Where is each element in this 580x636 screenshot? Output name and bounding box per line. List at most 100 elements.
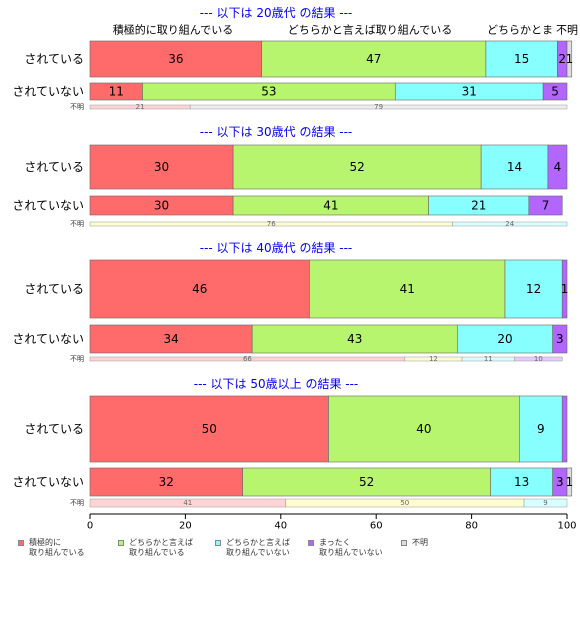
stacked-bar-chart: 積極的に取り組んでいる どちらかと言えば取り組んでいる どちらかとま 不明 --- 以下…	[12, 6, 578, 532]
bar-segment-0-0-4	[566, 40, 573, 78]
legend-swatch-1	[118, 540, 124, 546]
bar-segment-3-0-0	[89, 395, 329, 463]
value-label-1-0-0: 30	[154, 160, 169, 174]
value-label-2-0-3: 1	[561, 282, 569, 296]
bar-segment-3-1-4	[566, 467, 573, 497]
unknown-value-1-2: 24	[505, 220, 514, 228]
value-label-3-1-3: 3	[556, 475, 564, 489]
unknown-value-0-0: 21	[136, 103, 145, 111]
value-label-2-1-1: 43	[347, 332, 362, 346]
bar-segment-2-0-0	[89, 259, 310, 319]
x-tick-label-5: 100	[557, 521, 576, 532]
value-label-0-1-3: 5	[551, 85, 559, 99]
panel-title-0: --- 以下は 20歳代 の結果 ---	[200, 6, 353, 20]
bar-label-3-1: されていない	[12, 475, 84, 489]
bar-segment-1-0-0	[89, 144, 234, 190]
bar-segment-3-1-0	[89, 467, 243, 497]
legend-swatch-3	[308, 540, 314, 546]
value-label-3-0-2: 9	[537, 422, 545, 436]
bar-label-0-1: されていない	[12, 85, 84, 99]
legend-swatch-0	[18, 540, 24, 546]
value-label-2-0-1: 41	[400, 282, 415, 296]
value-label-0-1-1: 53	[261, 85, 276, 99]
unknown-label-2: 不明	[70, 355, 84, 363]
unknown-value-2-3: 10	[534, 355, 543, 363]
legend-swatch-2	[215, 540, 221, 546]
legend-item-4: 不明	[401, 538, 428, 548]
value-label-0-0-1: 47	[366, 52, 381, 66]
legend-label-3: まったく 取り組んでいない	[319, 538, 383, 557]
bar-segment-3-1-2	[490, 467, 553, 497]
value-label-2-1-0: 34	[163, 332, 178, 346]
bar-segment-1-1-3	[528, 195, 563, 216]
bar-segment-1-0-2	[480, 144, 549, 190]
panel-title-1: --- 以下は 30歳代 の結果 ---	[200, 125, 353, 139]
unknown-label-1: 不明	[70, 220, 84, 228]
value-label-1-1-0: 30	[154, 199, 169, 213]
bar-label-0-0: されている	[24, 52, 84, 66]
x-tick-label-3: 60	[370, 521, 383, 532]
x-tick-label-0: 0	[87, 521, 93, 532]
unknown-value-2-1: 12	[429, 355, 438, 363]
value-label-3-1-4: 1	[566, 475, 574, 489]
value-label-2-0-0: 46	[192, 282, 207, 296]
value-label-1-1-1: 41	[323, 199, 338, 213]
value-label-1-0-3: 4	[554, 160, 562, 174]
unknown-label-3: 不明	[70, 499, 84, 507]
value-label-0-1-0: 11	[109, 85, 124, 99]
unknown-value-1-1: 76	[267, 220, 276, 228]
bar-segment-3-0-1	[328, 395, 520, 463]
unknown-segment-3-2	[523, 498, 568, 508]
legend-item-2: どちらかと言えば 取り組んでいない	[215, 538, 290, 558]
value-label-3-1-1: 52	[359, 475, 374, 489]
bar-segment-0-0-2	[485, 40, 558, 78]
value-label-0-0-2: 15	[514, 52, 529, 66]
bar-label-3-0: されている	[24, 422, 84, 436]
unknown-value-0-4: 79	[374, 103, 383, 111]
top-label-3: 不明	[556, 24, 578, 37]
bar-segment-0-0-0	[89, 40, 263, 78]
panel-title-3: --- 以下は 50歳以上 の結果 ---	[194, 377, 359, 391]
value-label-0-0-0: 36	[168, 52, 183, 66]
value-label-1-1-2: 21	[471, 199, 486, 213]
bar-segment-2-0-3	[561, 259, 568, 319]
value-label-2-0-2: 12	[526, 282, 541, 296]
bar-segment-2-0-2	[504, 259, 563, 319]
legend-label-1: どちらかと言えば 取り組んでいる	[129, 538, 193, 557]
value-label-3-1-0: 32	[159, 475, 174, 489]
legend-label-0: 積極的に 取り組んでいる	[29, 538, 85, 557]
value-label-0-1-2: 31	[462, 85, 477, 99]
top-label-0: 積極的に取り組んでいる	[113, 23, 233, 37]
bar-segment-2-1-2	[456, 324, 553, 354]
value-label-1-0-2: 14	[507, 160, 522, 174]
unknown-value-3-1: 50	[400, 499, 409, 507]
value-label-1-1-3: 7	[542, 199, 550, 213]
bar-segment-0-1-3	[542, 82, 568, 101]
bar-label-1-0: されている	[24, 160, 84, 174]
unknown-value-3-2: 9	[543, 499, 547, 507]
legend-item-1: どちらかと言えば 取り組んでいる	[118, 538, 193, 558]
value-label-3-1-2: 13	[514, 475, 529, 489]
legend-label-2: どちらかと言えば 取り組んでいない	[226, 538, 290, 557]
legend-item-3: まったく 取り組んでいない	[308, 538, 383, 558]
unknown-label-0: 不明	[70, 103, 84, 111]
bar-segment-3-0-3	[561, 395, 568, 463]
unknown-value-2-0: 66	[243, 355, 252, 363]
bar-segment-0-0-1	[261, 40, 487, 78]
bar-segment-2-1-0	[89, 324, 253, 354]
x-tick-label-1: 20	[179, 521, 192, 532]
bar-segment-1-0-3	[547, 144, 568, 190]
value-label-2-1-3: 3	[556, 332, 564, 346]
legend: 積極的に 取り組んでいる どちらかと言えば 取り組んでいる どちらかと言えば 取…	[18, 538, 578, 578]
panel-title-2: --- 以下は 40歳代 の結果 ---	[200, 241, 353, 255]
legend-label-4: 不明	[412, 538, 428, 547]
unknown-segment-2-3	[514, 356, 563, 362]
bar-segment-2-1-3	[552, 324, 568, 354]
unknown-segment-0-4	[189, 104, 568, 110]
x-tick-label-2: 40	[274, 521, 287, 532]
unknown-value-2-2: 11	[484, 355, 493, 363]
x-tick-label-4: 80	[465, 521, 478, 532]
top-label-2: どちらかとま	[487, 24, 553, 37]
top-label-1: どちらかと言えば取り組んでいる	[288, 24, 452, 37]
